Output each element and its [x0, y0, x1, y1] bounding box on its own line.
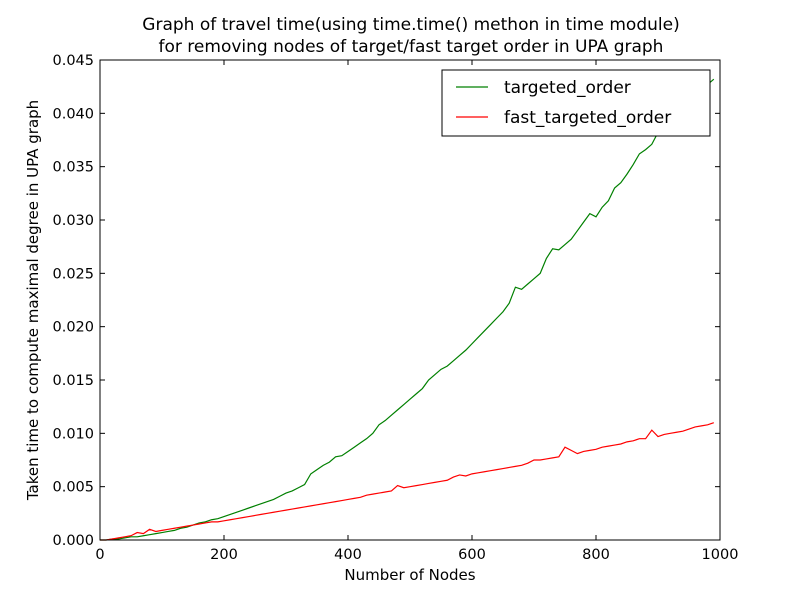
y-axis-label: Taken time to compute maximal degree in …	[24, 100, 42, 501]
chart-subtitle: for removing nodes of target/fast target…	[159, 37, 664, 57]
x-axis-label: Number of Nodes	[344, 566, 475, 584]
legend: targeted_order fast_targeted_order	[441, 69, 711, 137]
y-tick-label: 0.020	[52, 320, 94, 336]
x-tick-label: 800	[582, 547, 610, 563]
legend-label-fast-targeted-order: fast_targeted_order	[504, 108, 671, 128]
x-tick-label: 200	[210, 547, 238, 563]
x-tick-label: 1000	[702, 547, 739, 563]
y-tick-label: 0.005	[52, 480, 94, 496]
y-tick-label: 0.025	[52, 266, 94, 282]
y-tick-label: 0.010	[52, 426, 94, 442]
series-layer	[100, 78, 715, 541]
plot-frame	[99, 59, 721, 541]
x-tick-label: 0	[95, 547, 104, 563]
legend-box	[441, 69, 711, 137]
y-tick-label: 0.035	[52, 160, 94, 176]
chart-title: Graph of travel time(using time.time() m…	[142, 15, 679, 35]
x-tick-label: 400	[334, 547, 362, 563]
legend-label-targeted-order: targeted_order	[504, 78, 631, 98]
y-tick-label: 0.030	[52, 213, 94, 229]
y-tick-label: 0.000	[52, 533, 94, 549]
series-line-targeted-order	[100, 78, 715, 541]
x-tick-label: 600	[458, 547, 486, 563]
y-tick-label: 0.045	[52, 53, 94, 69]
y-tick-label: 0.040	[52, 106, 94, 122]
tick-layer: 0 200 400 600 800 1000 0.000 0.005 0.010 0.015 0.0…	[52, 53, 738, 563]
series-line-fast-targeted-order	[100, 422, 714, 541]
y-tick-label: 0.015	[52, 373, 94, 389]
